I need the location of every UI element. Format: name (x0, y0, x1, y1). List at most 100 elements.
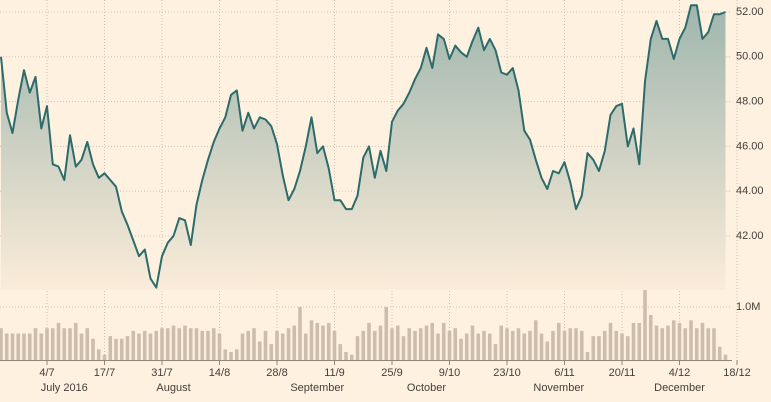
x-tick-label: 14/8 (209, 367, 230, 379)
volume-bar (45, 328, 49, 360)
volume-bar (338, 344, 343, 360)
volume-bar (694, 328, 699, 360)
volume-bar (574, 328, 578, 360)
volume-bar (689, 320, 693, 360)
volume-bar (79, 333, 84, 360)
x-tick-label: 23/10 (493, 367, 521, 379)
volume-bar (390, 328, 394, 360)
volume-bar (229, 352, 233, 360)
month-label: July 2016 (41, 382, 88, 394)
volume-bar (85, 328, 90, 360)
volume-bar (602, 330, 607, 360)
volume-bar (585, 352, 590, 360)
area-fill (1, 5, 726, 290)
volume-bar (476, 333, 481, 360)
volume-bar (154, 330, 159, 360)
volume-bar (372, 330, 377, 360)
volume-bar (142, 330, 147, 360)
volume-bar (643, 290, 647, 360)
x-tick-label: 6/11 (554, 367, 575, 379)
month-label: August (156, 382, 190, 394)
volume-bar (516, 328, 521, 360)
volume-bar (39, 333, 44, 360)
y-tick-label: 44.00 (736, 185, 764, 197)
volume-bar (211, 328, 216, 360)
x-tick-label: 25/9 (381, 367, 402, 379)
volume-bar (407, 328, 412, 360)
volume-bar (171, 325, 176, 360)
volume-bar (510, 330, 515, 360)
volume-bar (349, 354, 354, 360)
volume-bar (102, 354, 107, 360)
volume-bar (562, 330, 567, 360)
volume-bar (160, 328, 164, 360)
volume-bar (10, 333, 15, 360)
volume-bar (631, 322, 636, 360)
volume-bar (591, 336, 596, 360)
volume-bar (666, 325, 670, 360)
volume-bar (280, 333, 285, 360)
volume-bar (108, 336, 113, 360)
y-tick-label: 52.00 (736, 6, 764, 18)
volume-bar (637, 322, 642, 360)
volume-bar (119, 338, 124, 360)
volume-bar (223, 349, 228, 360)
x-tick-label: 31/7 (151, 367, 172, 379)
volume-bar (131, 330, 136, 360)
volume-bar (367, 322, 371, 360)
y-tick-label: 48.00 (736, 95, 764, 107)
x-tick-label: 4/7 (39, 367, 54, 379)
volume-bar (27, 333, 32, 360)
volume-bar (326, 322, 331, 360)
volume-bar (275, 330, 279, 360)
volume-bar (315, 322, 320, 360)
volume-bar (246, 330, 251, 360)
volume-bar (551, 330, 555, 360)
volume-bar (418, 328, 423, 360)
volume-bar (194, 328, 199, 360)
volume-bar (539, 333, 544, 360)
volume-bar (395, 325, 400, 360)
volume-bar (234, 349, 239, 360)
x-tick-label: 4/12 (669, 367, 690, 379)
volume-bar (361, 330, 366, 360)
volume-bar (654, 325, 659, 360)
month-label: November (533, 382, 584, 394)
volume-bar (401, 336, 406, 360)
volume-bar (499, 325, 504, 360)
volume-bar (16, 333, 21, 360)
volume-bar (608, 322, 613, 360)
volume-bar (91, 338, 95, 360)
volume-bar (677, 322, 682, 360)
y-tick-label: 1.0M (736, 301, 760, 313)
x-tick-label: 9/10 (439, 367, 460, 379)
volume-bar (522, 333, 527, 360)
x-tick-label: 18/12 (723, 367, 751, 379)
volume-bar (96, 349, 101, 360)
volume-bar (240, 333, 245, 360)
volume-bar (263, 330, 268, 360)
volume-bar (177, 328, 182, 360)
volume-bar (206, 330, 210, 360)
volume-bar (436, 333, 440, 360)
volume-bar (332, 330, 337, 360)
month-label: October (407, 382, 446, 394)
volume-bar (424, 325, 429, 360)
volume-bar (257, 341, 262, 360)
volume-bar (252, 328, 256, 360)
x-tick-label: 17/7 (94, 367, 115, 379)
volume-bar (0, 328, 3, 360)
volume-bar (114, 338, 118, 360)
x-tick-label: 20/11 (609, 367, 636, 379)
volume-bar (620, 333, 624, 360)
volume-bar (73, 322, 78, 360)
volume-bar (217, 333, 222, 360)
volume-bar (556, 322, 561, 360)
volume-bar (487, 333, 492, 360)
volume-bar (447, 330, 452, 360)
volume-bar (568, 328, 573, 360)
volume-bar (378, 325, 383, 360)
volume-bar (597, 336, 601, 360)
volume-bar (68, 328, 72, 360)
volume-bar (56, 322, 61, 360)
